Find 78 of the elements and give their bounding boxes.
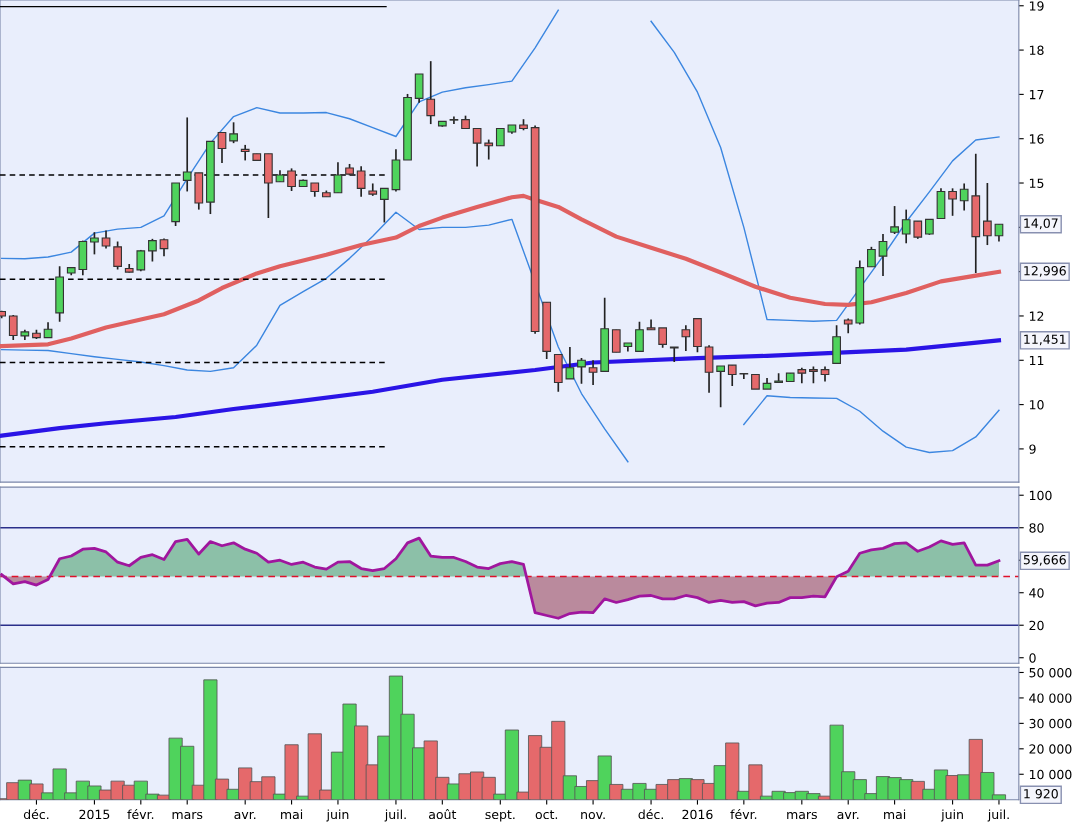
candlestick — [588, 359, 598, 386]
candlestick — [333, 161, 343, 194]
line-series — [0, 338, 1002, 438]
y-tick-label: 100 — [1029, 490, 1052, 501]
candlestick — [948, 187, 957, 217]
y-tick-label: 50 000 — [1029, 667, 1072, 678]
y-tick-label: 40 — [1029, 588, 1044, 598]
candlestick — [90, 231, 99, 256]
x-tick-label: juil. — [987, 809, 1009, 822]
x-tick-label: août — [429, 808, 457, 820]
y-tick-label: 16 — [1029, 134, 1044, 144]
candlestick — [229, 121, 238, 144]
y-tick-label: 18 — [1029, 45, 1044, 55]
x-tick-label: 2016 — [682, 809, 713, 820]
annotation: 12,996 — [1024, 266, 1066, 277]
candlestick — [983, 182, 992, 246]
candlestick — [890, 205, 899, 235]
candlestick — [681, 324, 691, 352]
x-tick-label: oct. — [535, 810, 558, 820]
candlestick — [727, 364, 737, 387]
y-tick-label: 17 — [1029, 90, 1044, 100]
y-tick-label: 30 000 — [1029, 718, 1072, 729]
candlestick — [101, 229, 111, 250]
x-tick-label: avr. — [837, 811, 859, 820]
x-tick-label: mai — [281, 809, 303, 820]
x-tick-label: avr. — [234, 811, 256, 820]
candlestick — [577, 357, 586, 385]
candlestick — [635, 320, 644, 353]
x-tick-label: févr. — [127, 808, 154, 820]
candlestick — [113, 240, 122, 271]
candlestick — [484, 138, 494, 161]
x-tick-label: févr. — [730, 808, 757, 820]
x-tick-label: juin — [326, 809, 349, 822]
x-tick-label: mai — [884, 809, 906, 820]
y-tick-label: 12 — [1029, 311, 1044, 321]
x-tick-label: déc. — [638, 808, 663, 820]
candlestick — [565, 346, 575, 380]
x-tick-label: 2015 — [79, 809, 110, 820]
candlestick — [182, 116, 192, 193]
candlestick — [658, 327, 668, 349]
y-tick-label: 10 — [1029, 400, 1044, 410]
x-tick-label: juil. — [384, 809, 406, 822]
candlestick — [867, 245, 876, 268]
y-tick-label: 9 — [1029, 444, 1036, 454]
annotation: 11,451 — [1024, 334, 1066, 346]
y-tick-label: 20 000 — [1029, 744, 1072, 754]
candlestick — [669, 346, 679, 363]
candlestick — [959, 182, 969, 212]
annotation: 59,666 — [1023, 554, 1066, 566]
candlestick — [426, 60, 436, 125]
candlestick — [716, 365, 726, 409]
candlestick — [472, 127, 482, 168]
candlestick — [379, 187, 389, 224]
candlestick — [356, 165, 366, 198]
annotation: 14,07 — [1024, 218, 1058, 230]
candlestick — [217, 131, 227, 164]
x-tick-label: juin — [940, 809, 963, 822]
y-tick-label: 80 — [1029, 523, 1044, 533]
y-tick-label: 40 000 — [1029, 693, 1072, 703]
candlestick — [287, 167, 296, 192]
y-tick-label: 0 — [1029, 653, 1036, 663]
annotation: 1 920 — [1024, 789, 1058, 799]
y-tick-label: 15 — [1029, 178, 1044, 188]
x-tick-label: mars — [172, 811, 203, 820]
candlestick — [148, 238, 157, 263]
y-tick-label: 11 — [1029, 355, 1044, 366]
x-tick-label: nov. — [581, 811, 605, 820]
candlestick — [901, 208, 911, 245]
candlestick — [878, 233, 888, 277]
x-tick-label: mars — [787, 811, 817, 820]
candlestick — [611, 328, 621, 354]
candlestick — [240, 144, 250, 162]
y-tick-label: 10 000 — [1029, 769, 1072, 780]
y-tick-label: 20 — [1029, 620, 1044, 631]
y-tick-label: 19 — [1029, 1, 1044, 11]
x-tick-label: déc. — [23, 808, 49, 820]
x-tick-label: sept. — [485, 810, 515, 822]
candlestick — [8, 314, 18, 341]
